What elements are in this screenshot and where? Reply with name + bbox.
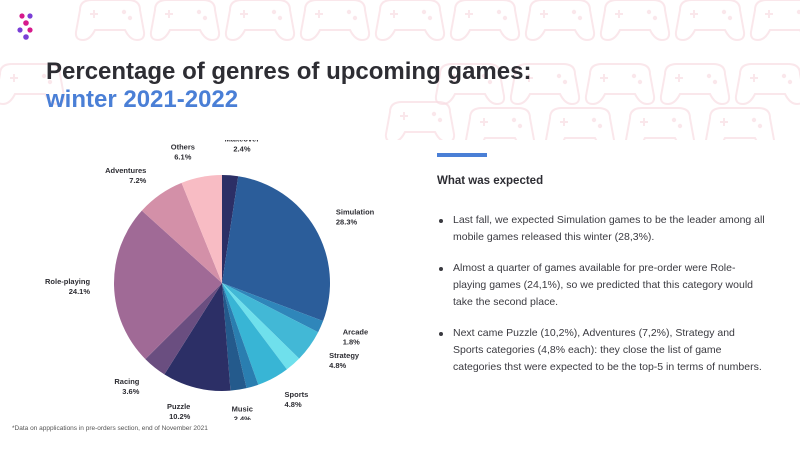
slice-value-music: 2.4% (234, 414, 251, 420)
gamepad-icon (544, 107, 616, 140)
pie-slice-simulation (222, 176, 330, 322)
gamepad-icon (674, 0, 746, 41)
gamepad-icon (659, 63, 731, 105)
gamepad-icon (599, 0, 671, 41)
logo-dot (17, 27, 23, 33)
slice-label-simulation: Simulation (336, 207, 375, 216)
slice-label-racing: Racing (114, 377, 139, 386)
gamepad-icon (704, 107, 776, 140)
pie-slice-makeover (222, 175, 239, 283)
gamepad-icon (299, 0, 371, 41)
gamepad-icon (374, 0, 446, 41)
slice-label-arcade: Arcade (343, 327, 368, 336)
gamepad-icon (734, 63, 800, 105)
slice-value-others: 6.1% (174, 152, 191, 161)
logo-dot (27, 13, 33, 19)
bullet-item-2: Almost a quarter of games available for … (437, 260, 767, 311)
page-title: Percentage of genres of upcoming games: … (46, 58, 531, 114)
gamepad-icon (149, 0, 221, 41)
slice-label-music: Music (232, 404, 253, 413)
pie-slice-puzzle (164, 283, 231, 391)
bullet-list: Last fall, we expected Simulation games … (437, 212, 767, 390)
slice-value-simulation: 28.3% (336, 217, 358, 226)
logo-dot (27, 27, 33, 33)
slice-value-role-playing: 24.1% (69, 287, 91, 296)
gamepad-icon (74, 0, 146, 41)
pie-slice-others (181, 175, 222, 283)
pie-slice-arcade (222, 283, 324, 333)
title-line-2: winter 2021-2022 (46, 86, 239, 113)
logo-dot (23, 34, 29, 40)
gamepad-icon (449, 0, 521, 41)
slice-label-sports: Sports (285, 390, 309, 399)
slice-label-makeover: Makeover (225, 140, 260, 143)
slice-value-sports: 4.8% (285, 400, 302, 409)
slice-label-others: Others (171, 142, 195, 151)
logo-dot (19, 13, 25, 19)
slice-value-adventures: 7.2% (129, 176, 146, 185)
gamepad-icon (624, 107, 696, 140)
gamepad-icon (749, 0, 800, 41)
gamepad-icon (584, 63, 656, 105)
slice-value-arcade: 1.8% (343, 337, 360, 346)
pie-slice-music (222, 283, 247, 391)
pie-slice-strategy (222, 283, 319, 359)
pie-slice-unlabeled (222, 283, 259, 389)
brand-logo-icon (17, 13, 33, 40)
footnote: *Data on appplications in pre-orders sec… (12, 425, 208, 432)
pie-slice-sports (222, 283, 287, 385)
gamepad-icon (524, 0, 596, 41)
pie-slice-racing (145, 283, 222, 375)
pie-slice-unlabeled (222, 283, 300, 370)
slice-value-racing: 3.6% (122, 387, 139, 396)
gamepad-icon (224, 0, 296, 41)
accent-bar (437, 153, 487, 157)
bullet-item-3: Next came Puzzle (10,2%), Adventures (7,… (437, 325, 767, 376)
slice-label-strategy: Strategy (329, 351, 360, 360)
pie-slice-adventures (141, 182, 222, 283)
bullet-item-1: Last fall, we expected Simulation games … (437, 212, 767, 246)
pie-slice-role-playing (114, 210, 222, 360)
genre-pie-chart: Makeover2.4%Simulation28.3%Arcade1.8%Str… (45, 140, 375, 420)
slice-label-role-playing: Role-playing (45, 277, 90, 286)
slice-value-puzzle: 10.2% (169, 412, 191, 420)
slice-value-strategy: 4.8% (329, 361, 346, 370)
logo-dot (23, 20, 29, 26)
slice-label-puzzle: Puzzle (167, 402, 190, 411)
slice-label-adventures: Adventures (105, 166, 146, 175)
slice-value-makeover: 2.4% (233, 144, 250, 153)
title-line-1: Percentage of genres of upcoming games: (46, 58, 532, 85)
section-heading: What was expected (437, 175, 544, 187)
